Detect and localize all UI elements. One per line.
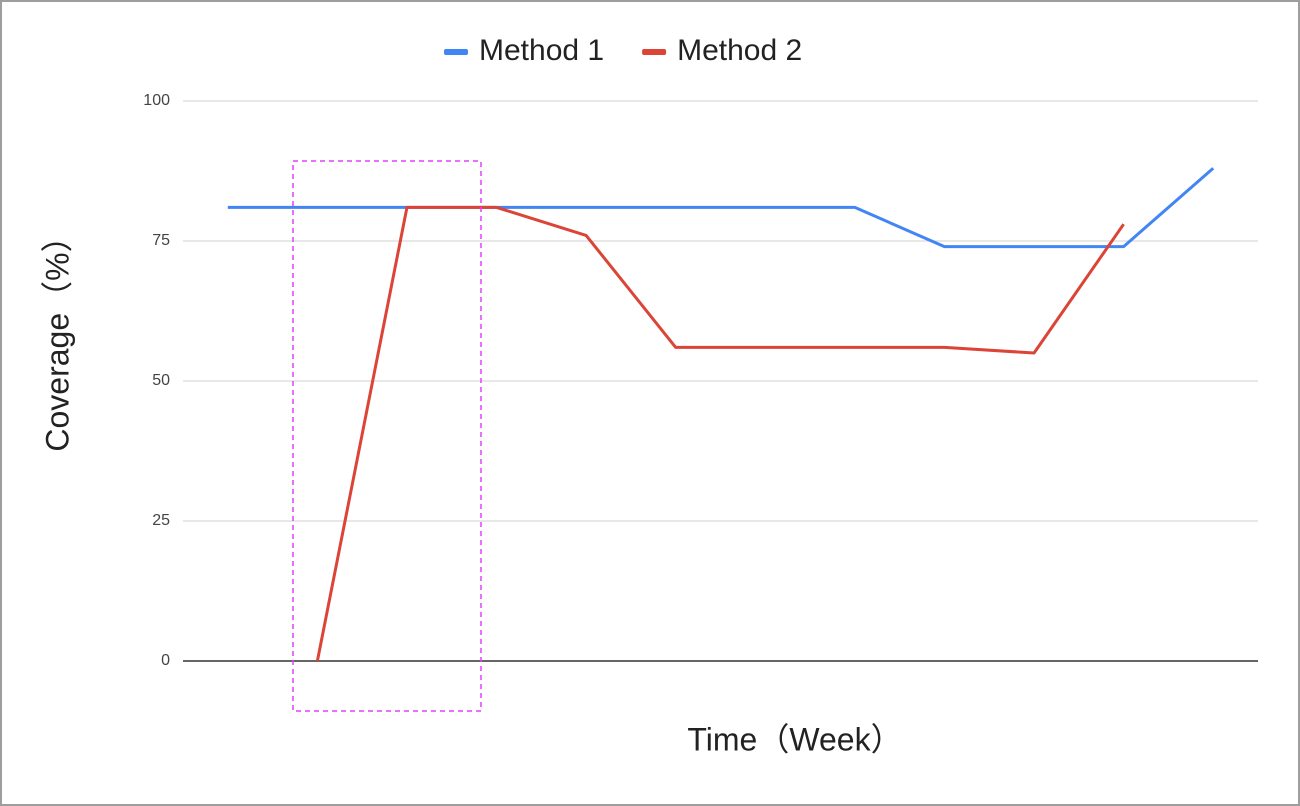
grid: 0 25 50 75 100 — [143, 92, 1258, 669]
legend-label: Method 1 — [479, 34, 604, 67]
highlight-box — [292, 160, 482, 712]
y-tick-label: 0 — [161, 652, 170, 669]
y-tick-label: 100 — [143, 92, 170, 109]
y-tick-label: 50 — [152, 372, 170, 389]
legend-swatch — [444, 49, 468, 55]
x-axis-title: Time（Week） — [687, 721, 902, 757]
series-line — [315, 205, 1125, 662]
y-axis-title: Coverage（%） — [39, 220, 75, 451]
lines — [227, 167, 1215, 662]
legend-swatch — [642, 49, 667, 55]
legend-label: Method 2 — [677, 34, 802, 67]
y-tick-label: 25 — [152, 512, 170, 529]
y-tick-label: 75 — [152, 232, 170, 249]
legend: Method 1 Method 2 — [444, 34, 802, 67]
series-line — [227, 167, 1215, 249]
